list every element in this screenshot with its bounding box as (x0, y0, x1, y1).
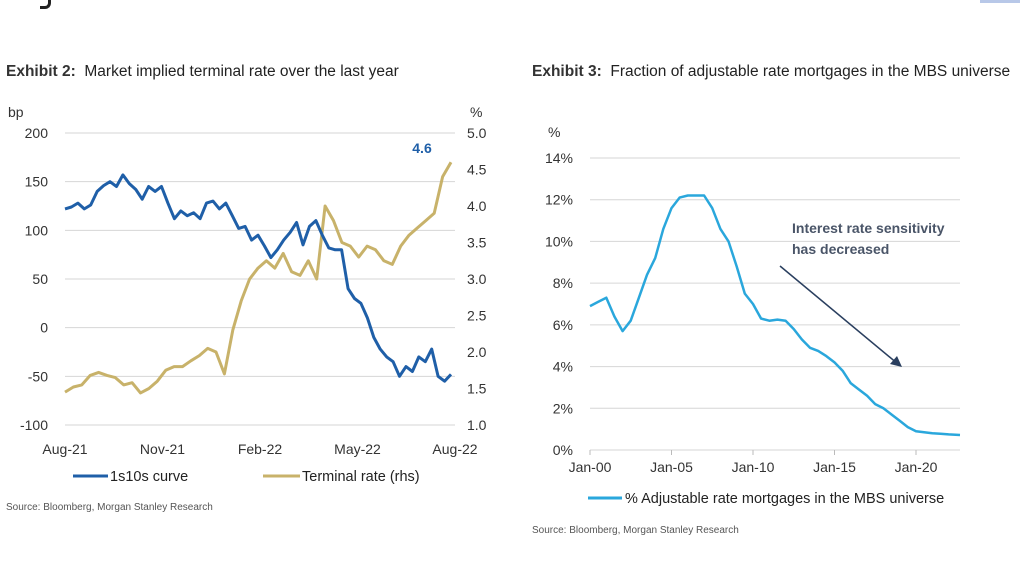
exhibit-2-label: Exhibit 2: (6, 63, 76, 80)
series-line-terminal-rate (64, 161, 453, 395)
annotation-text-line-2: has decreased (792, 241, 889, 257)
y-tick-label-right: 3.5 (467, 235, 487, 251)
y-tick-label-right: 1.5 (467, 381, 487, 397)
y-axis-unit: % (548, 124, 560, 140)
y-axis-unit-left: bp (8, 104, 24, 120)
x-tick-label: Jan-15 (813, 459, 856, 475)
cropped-logo-fragment (980, 0, 1020, 3)
x-tick-label: May-22 (334, 441, 381, 457)
y-tick-label: 8% (553, 275, 573, 291)
y-tick-label-left: -100 (20, 417, 48, 433)
y-tick-label: 4% (553, 359, 573, 375)
x-tick-label: Jan-10 (732, 459, 775, 475)
y-tick-label: 14% (545, 150, 573, 166)
exhibit-3-chart: % 14% 12% 10% 8% 6% 4% 2% 0%Jan-00 Jan-05 Jan-10 Ja… (545, 124, 961, 507)
y-tick-label-right: 5.0 (467, 125, 487, 141)
y-tick-label-right: 4.0 (467, 198, 487, 214)
annotation-arrow-line (779, 265, 899, 365)
exhibit-2-title-text: Market implied terminal rate over the la… (84, 63, 399, 80)
x-tick-label: Aug-22 (432, 441, 477, 457)
y-axis-unit-right: % (470, 104, 482, 120)
x-tick-label: Aug-21 (42, 441, 87, 457)
x-tick-label: Jan-00 (569, 459, 612, 475)
y-tick-label: 10% (545, 233, 573, 249)
annotation-text-line-1: Interest rate sensitivity (792, 220, 945, 236)
y-tick-label-left: 150 (25, 174, 49, 190)
exhibit-2-chart: 200 150 100 50 0 -50 -100 5.0 4.5 4.0 3.5 3.0 2.5 2.0… (8, 104, 487, 485)
exhibit-2-title: Exhibit 2: Market implied terminal rate … (6, 62, 399, 82)
x-tick-label: Feb-22 (238, 441, 283, 457)
legend-label-arm-fraction: % Adjustable rate mortgages in the MBS u… (625, 491, 944, 507)
x-tick-label: Nov-21 (140, 441, 185, 457)
x-tick-label: Jan-20 (895, 459, 938, 475)
y-tick-label-right: 1.0 (467, 417, 487, 433)
exhibit-3-title: Exhibit 3: Fraction of adjustable rate m… (532, 62, 1022, 82)
y-tick-label-right: 3.0 (467, 271, 487, 287)
data-label-terminal-rate: 4.6 (412, 140, 432, 156)
y-tick-label: 12% (545, 192, 573, 208)
y-tick-label: 6% (553, 317, 573, 333)
y-tick-label-left: 0 (40, 320, 48, 336)
y-tick-label-left: 50 (32, 271, 48, 287)
y-tick-label: 0% (553, 442, 573, 458)
legend-label-1s10s-curve: 1s10s curve (110, 469, 188, 485)
annotation-arrowhead (890, 356, 902, 367)
y-tick-label-left: 100 (25, 222, 49, 238)
y-tick-label-left: -50 (28, 368, 48, 384)
x-tick-label: Jan-05 (650, 459, 693, 475)
y-tick-label-right: 2.0 (467, 344, 487, 360)
exhibit-3-label: Exhibit 3: (532, 63, 602, 80)
series-line-arm-fraction (589, 194, 961, 437)
y-tick-label-left: 200 (25, 125, 49, 141)
y-tick-label: 2% (553, 400, 573, 416)
series-line-1s10s-curve (64, 173, 453, 383)
legend-label-terminal-rate: Terminal rate (rhs) (302, 469, 420, 485)
y-tick-label-right: 4.5 (467, 162, 487, 178)
exhibit-2-source: Source: Bloomberg, Morgan Stanley Resear… (6, 502, 213, 513)
y-tick-label-right: 2.5 (467, 308, 487, 324)
cropped-header-fragment (40, 0, 51, 9)
exhibit-3-title-text: Fraction of adjustable rate mortgages in… (610, 63, 1011, 80)
exhibit-3-source: Source: Bloomberg, Morgan Stanley Resear… (532, 525, 739, 536)
